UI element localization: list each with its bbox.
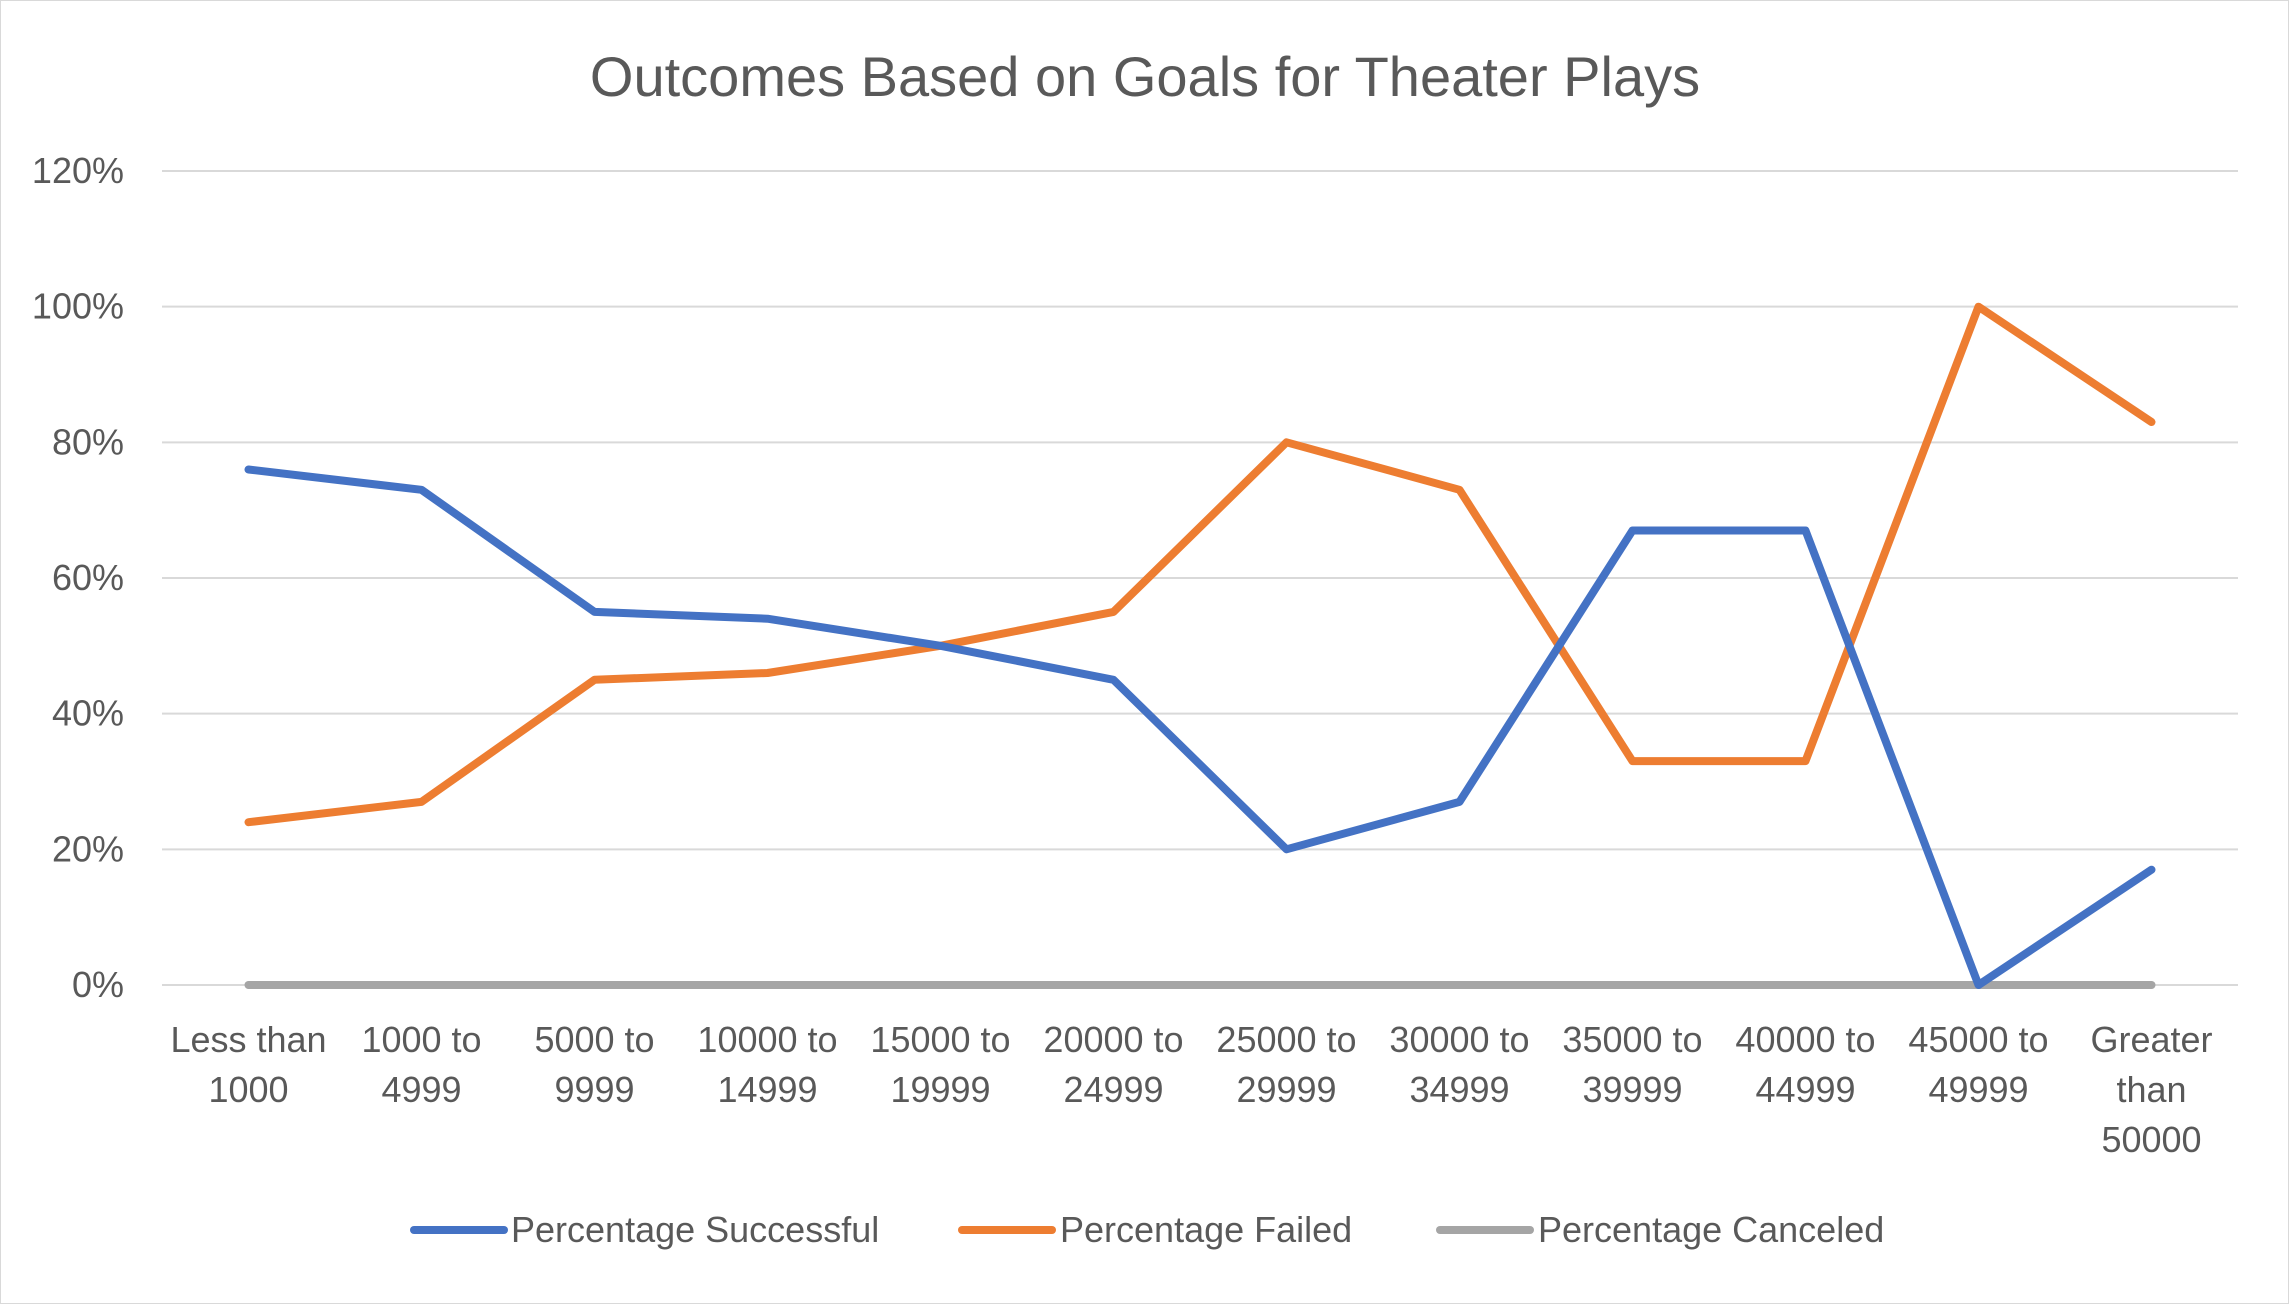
legend-item: Percentage Canceled xyxy=(1436,1209,1884,1250)
y-tick-label: 100% xyxy=(32,286,124,327)
x-tick-label: 40000 to 44999 xyxy=(1735,1019,1875,1110)
x-tick-label: 20000 to 24999 xyxy=(1043,1019,1183,1110)
legend-label: Percentage Failed xyxy=(1060,1209,1352,1250)
y-tick-label: 40% xyxy=(52,693,124,734)
y-tick-label: 120% xyxy=(32,150,124,191)
x-tick-label: Less than 1000 xyxy=(170,1019,326,1110)
legend-label: Percentage Canceled xyxy=(1538,1209,1884,1250)
y-tick-label: 20% xyxy=(52,828,124,869)
x-tick-label: 5000 to 9999 xyxy=(534,1019,654,1110)
chart-title: Outcomes Based on Goals for Theater Play… xyxy=(590,45,1700,108)
x-tick-label: 15000 to 19999 xyxy=(870,1019,1010,1110)
y-tick-label: 80% xyxy=(52,421,124,462)
y-tick-label: 60% xyxy=(52,557,124,598)
y-tick-label: 0% xyxy=(72,964,124,1005)
x-tick-label: Greater than 50000 xyxy=(2090,1019,2212,1160)
legend-label: Percentage Successful xyxy=(511,1209,879,1250)
gridlines xyxy=(162,170,2238,986)
legend: Percentage Successful Percentage Failed Pe… xyxy=(410,1209,1884,1250)
series-line-percentage-failed xyxy=(244,302,2156,827)
series-line-percentage-successful xyxy=(244,465,2156,989)
x-axis-ticks: Less than 1000 1000 to 4999 5000 to 9999 10000… xyxy=(170,1019,2212,1160)
x-tick-label: 45000 to 49999 xyxy=(1908,1019,2048,1110)
legend-item: Percentage Successful xyxy=(410,1209,879,1250)
x-tick-label: 30000 to 34999 xyxy=(1389,1019,1529,1110)
series-lines xyxy=(244,302,2156,989)
x-tick-label: 1000 to 4999 xyxy=(361,1019,481,1110)
x-tick-label: 35000 to 39999 xyxy=(1562,1019,1702,1110)
x-tick-label: 10000 to 14999 xyxy=(697,1019,837,1110)
y-axis-ticks: 0% 20% 40% 60% 80% 100% 120% xyxy=(32,150,124,1005)
x-tick-label: 25000 to 29999 xyxy=(1216,1019,1356,1110)
legend-item: Percentage Failed xyxy=(958,1209,1352,1250)
